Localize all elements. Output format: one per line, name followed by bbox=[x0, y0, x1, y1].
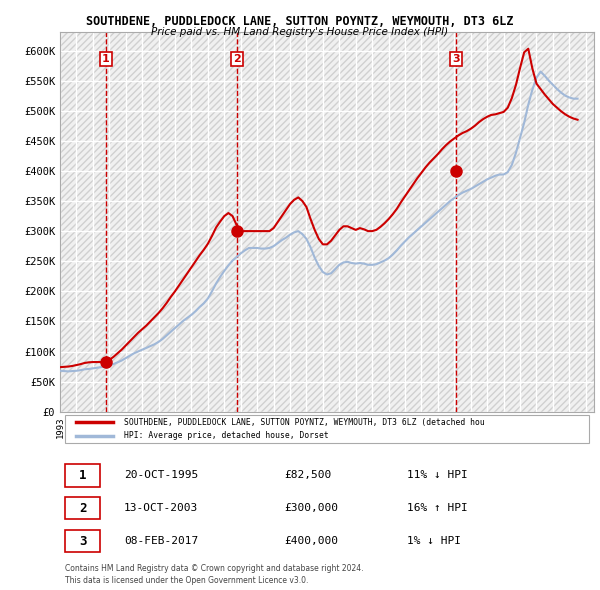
FancyBboxPatch shape bbox=[65, 497, 100, 519]
Text: 20-OCT-1995: 20-OCT-1995 bbox=[124, 470, 199, 480]
Text: Price paid vs. HM Land Registry's House Price Index (HPI): Price paid vs. HM Land Registry's House … bbox=[151, 27, 449, 37]
FancyBboxPatch shape bbox=[65, 464, 100, 487]
Text: 11% ↓ HPI: 11% ↓ HPI bbox=[407, 470, 468, 480]
Text: 08-FEB-2017: 08-FEB-2017 bbox=[124, 536, 199, 546]
Text: 1: 1 bbox=[79, 469, 87, 482]
Text: This data is licensed under the Open Government Licence v3.0.: This data is licensed under the Open Gov… bbox=[65, 576, 309, 585]
Text: £400,000: £400,000 bbox=[284, 536, 338, 546]
Text: HPI: Average price, detached house, Dorset: HPI: Average price, detached house, Dors… bbox=[124, 431, 329, 440]
Text: 2: 2 bbox=[79, 502, 87, 514]
Text: 2: 2 bbox=[233, 54, 241, 64]
Text: 13-OCT-2003: 13-OCT-2003 bbox=[124, 503, 199, 513]
FancyBboxPatch shape bbox=[65, 530, 100, 552]
Text: £300,000: £300,000 bbox=[284, 503, 338, 513]
Text: 3: 3 bbox=[452, 54, 460, 64]
Text: 3: 3 bbox=[79, 535, 87, 548]
Text: Contains HM Land Registry data © Crown copyright and database right 2024.: Contains HM Land Registry data © Crown c… bbox=[65, 564, 364, 573]
FancyBboxPatch shape bbox=[65, 415, 589, 442]
Text: 16% ↑ HPI: 16% ↑ HPI bbox=[407, 503, 468, 513]
Text: SOUTHDENE, PUDDLEDOCK LANE, SUTTON POYNTZ, WEYMOUTH, DT3 6LZ (detached hou: SOUTHDENE, PUDDLEDOCK LANE, SUTTON POYNT… bbox=[124, 418, 485, 427]
Text: 1: 1 bbox=[102, 54, 110, 64]
Text: 1% ↓ HPI: 1% ↓ HPI bbox=[407, 536, 461, 546]
Text: £82,500: £82,500 bbox=[284, 470, 332, 480]
Text: SOUTHDENE, PUDDLEDOCK LANE, SUTTON POYNTZ, WEYMOUTH, DT3 6LZ: SOUTHDENE, PUDDLEDOCK LANE, SUTTON POYNT… bbox=[86, 15, 514, 28]
